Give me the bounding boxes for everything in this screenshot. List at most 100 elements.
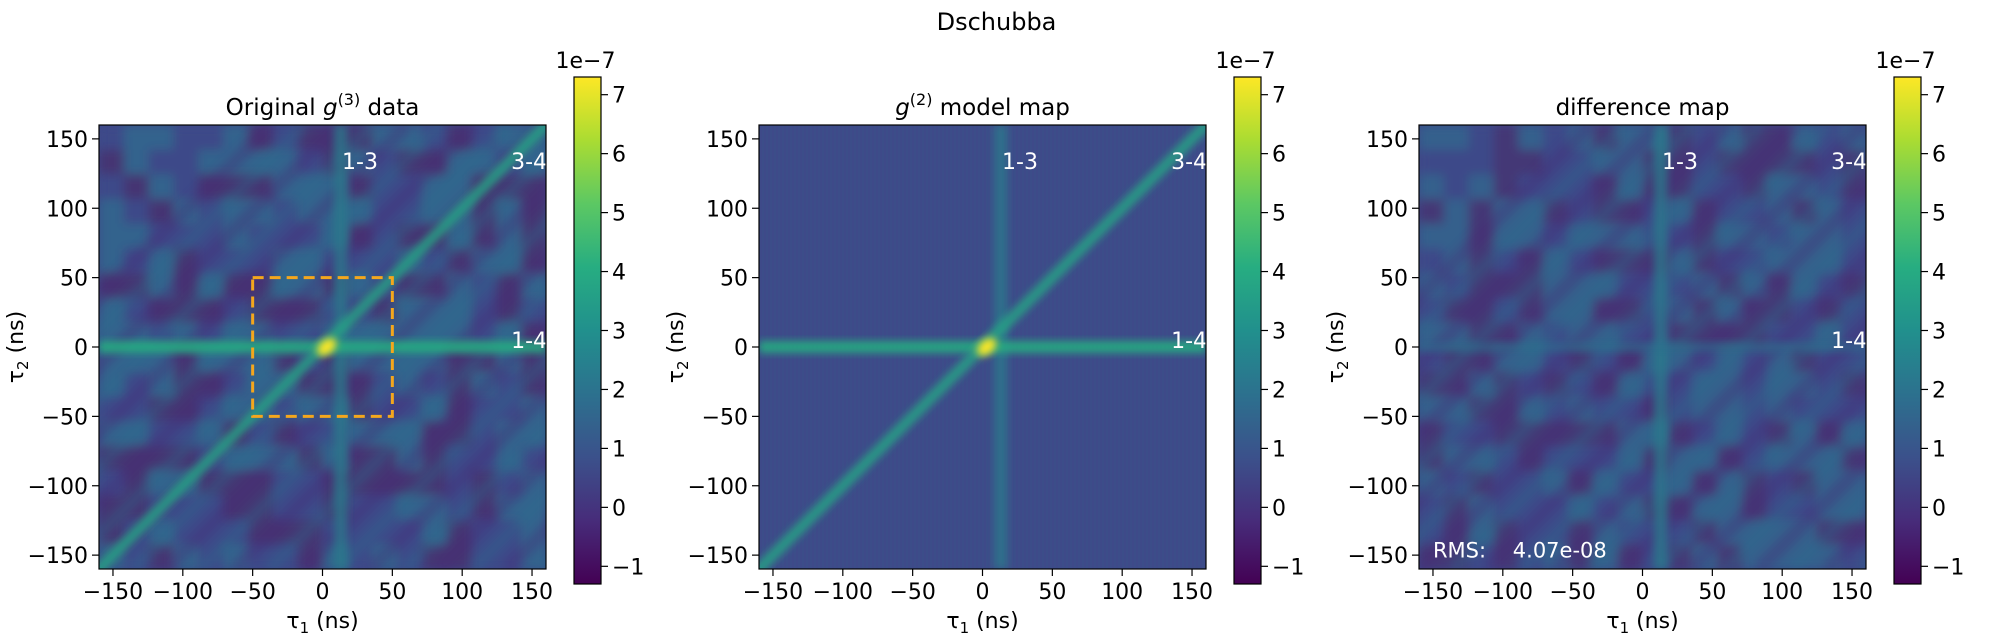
noise-cell bbox=[1468, 149, 1495, 176]
y-tick-label: −150 bbox=[1348, 544, 1408, 569]
colorbar-tick-label: 4 bbox=[612, 261, 626, 286]
colorbar-tick-label: −1 bbox=[1932, 555, 1964, 580]
x-tick-label: −50 bbox=[889, 580, 935, 605]
heatmap-panel-2: 1-3 3-41-4−150 −100 −50 0 50 100 150−150−100−50… bbox=[664, 49, 1304, 637]
noise-stripe bbox=[1419, 125, 1630, 340]
y-axis-label: τ2 (ns) bbox=[1324, 311, 1352, 383]
noise-cell bbox=[123, 199, 150, 225]
annotation-label: 1-4 bbox=[1171, 329, 1207, 354]
colorbar bbox=[573, 76, 602, 585]
horizontal-band bbox=[1419, 342, 1866, 352]
x-tick-label: 150 bbox=[1831, 580, 1873, 605]
label-symbol: τ bbox=[4, 370, 29, 383]
label-symbol: τ bbox=[946, 609, 959, 634]
colorbar-tick-label: 5 bbox=[1932, 202, 1946, 227]
y-tick-label: −50 bbox=[1362, 405, 1408, 430]
x-tick-label: −150 bbox=[1403, 580, 1463, 605]
label-symbol: τ bbox=[1324, 370, 1349, 383]
colorbar-tick-label: 0 bbox=[612, 496, 626, 521]
title-text: model map bbox=[932, 95, 1069, 121]
heatmap-panel-1: 1-3 3-41-4−150 −100 −50 0 50 100 150−150−100−50… bbox=[4, 49, 644, 637]
noise-cell bbox=[99, 125, 125, 151]
label-unit: (ns) bbox=[1629, 609, 1679, 634]
noise-cell bbox=[1493, 149, 1520, 176]
noise-cell bbox=[1468, 174, 1495, 200]
axes-title: g(2) model map bbox=[895, 90, 1070, 121]
noise-cell bbox=[1493, 125, 1520, 151]
y-tick-label: 0 bbox=[74, 336, 88, 361]
title-symbol: g bbox=[323, 95, 338, 121]
noise-stripe bbox=[400, 419, 546, 569]
y-tick-label: 50 bbox=[60, 267, 88, 292]
title-text: data bbox=[360, 95, 419, 121]
noise-stripe bbox=[434, 453, 546, 569]
noise-cell bbox=[1443, 125, 1470, 151]
noise-cell bbox=[1443, 149, 1470, 176]
noise-cell bbox=[99, 174, 125, 200]
y-tick-label: −100 bbox=[688, 475, 748, 500]
colorbar-tick-label: −1 bbox=[1272, 555, 1304, 580]
label-subscript: 1 bbox=[1620, 619, 1630, 637]
colorbar-tick-label: 1 bbox=[1932, 437, 1946, 462]
label-subscript: 1 bbox=[960, 619, 970, 637]
colorbar-tick-label: 1 bbox=[612, 437, 626, 462]
noise-cell bbox=[1419, 199, 1445, 225]
noise-cell bbox=[1518, 125, 1545, 151]
y-tick-label: 100 bbox=[1366, 197, 1408, 222]
x-axis-label: τ1 (ns) bbox=[1606, 609, 1678, 637]
colorbar-tick-label: 0 bbox=[1932, 496, 1946, 521]
x-tick-label: 0 bbox=[976, 580, 990, 605]
title-superscript: (2) bbox=[910, 90, 933, 109]
x-tick-label: −50 bbox=[229, 580, 275, 605]
colorbar-scale-label: 1e−7 bbox=[1876, 49, 1936, 74]
plot-area bbox=[99, 125, 546, 569]
noise-stripe bbox=[366, 385, 546, 569]
y-tick-label: −150 bbox=[688, 544, 748, 569]
noise-stripe bbox=[1419, 125, 1596, 306]
plot-area bbox=[1419, 125, 1866, 569]
noise-cell bbox=[123, 174, 150, 200]
annotation-label: 3-4 bbox=[511, 150, 547, 175]
title-text: Original bbox=[226, 95, 323, 121]
noise-cell bbox=[1419, 174, 1445, 200]
highlight-box bbox=[251, 276, 394, 418]
y-tick-label: −100 bbox=[1348, 475, 1408, 500]
label-symbol: τ bbox=[286, 609, 299, 634]
noise-cell bbox=[99, 199, 125, 225]
x-tick-label: −50 bbox=[1549, 580, 1595, 605]
label-unit: (ns) bbox=[664, 311, 689, 361]
y-tick-label: −50 bbox=[702, 405, 748, 430]
noise-cell bbox=[123, 149, 150, 176]
colorbar-tick-label: 2 bbox=[612, 378, 626, 403]
colorbar bbox=[1233, 76, 1262, 585]
noise-cell bbox=[148, 174, 175, 200]
x-tick-label: −150 bbox=[743, 580, 803, 605]
y-tick-label: 50 bbox=[720, 267, 748, 292]
label-unit: (ns) bbox=[969, 609, 1019, 634]
noise-stripe bbox=[99, 125, 276, 306]
noise-stripe bbox=[1652, 351, 1866, 569]
noise-cell bbox=[123, 125, 150, 151]
noise-cell bbox=[1443, 199, 1470, 225]
noise-cell bbox=[99, 149, 125, 176]
y-tick-label: 150 bbox=[46, 128, 88, 153]
noise-cell bbox=[99, 223, 125, 250]
colorbar-tick-label: 6 bbox=[612, 143, 626, 168]
x-tick-label: −100 bbox=[1473, 580, 1533, 605]
colorbar-tick-label: 4 bbox=[1932, 261, 1946, 286]
axes-title: Original g(3) data bbox=[226, 90, 420, 121]
noise-stripe bbox=[1686, 385, 1866, 569]
colorbar-tick-label: 5 bbox=[1272, 202, 1286, 227]
y-tick-label: 50 bbox=[1380, 267, 1408, 292]
label-symbol: τ bbox=[664, 370, 689, 383]
colorbar-tick-label: 7 bbox=[1272, 84, 1286, 109]
x-tick-label: 50 bbox=[1038, 580, 1066, 605]
y-tick-label: −150 bbox=[28, 544, 88, 569]
colorbar-tick-label: 4 bbox=[1272, 261, 1286, 286]
noise-cell bbox=[1419, 125, 1445, 151]
x-tick-label: 100 bbox=[441, 580, 483, 605]
annotation-label: 1-4 bbox=[1831, 329, 1867, 354]
noise-stripe bbox=[99, 125, 310, 340]
colorbar-tick-label: 2 bbox=[1932, 378, 1946, 403]
